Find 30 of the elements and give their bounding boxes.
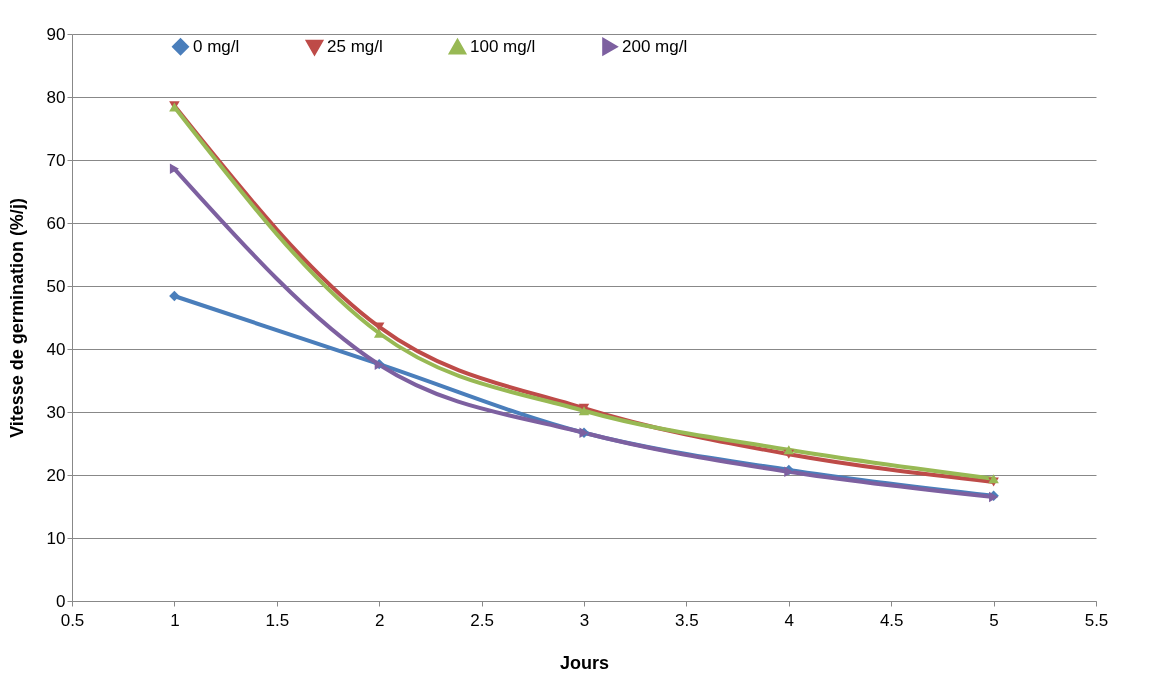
y-tick-label: 10 <box>46 528 66 548</box>
x-tick-label: 3 <box>579 610 590 630</box>
point <box>169 163 179 175</box>
x-tick-label: 1.5 <box>265 610 290 630</box>
x-tick-label: 1 <box>170 610 180 630</box>
y-tick-label: 20 <box>46 465 66 485</box>
x-tick-label: 3.5 <box>675 610 699 630</box>
x-tick-label: 2 <box>374 610 385 630</box>
legend-label: 200 mg/l <box>622 36 688 56</box>
x-tick-label: 4.5 <box>879 610 904 630</box>
x-tick-label: 4 <box>784 610 795 630</box>
legend-label: 25 mg/l <box>327 37 383 57</box>
x-tick-label: 0.5 <box>60 610 85 630</box>
point <box>783 445 795 455</box>
y-tick-label: 40 <box>46 339 66 359</box>
point <box>169 290 180 302</box>
y-tick-label: 0 <box>56 591 66 611</box>
y-axis-title: Vitesse de germination (%/j) <box>6 198 27 438</box>
legend-label: 0 mg/l <box>193 36 240 56</box>
y-tick-label: 90 <box>46 24 66 44</box>
y-tick-label: 60 <box>46 213 66 233</box>
y-tick-label: 50 <box>46 276 66 296</box>
x-tick-label: 5.5 <box>1084 610 1109 630</box>
y-tick-label: 30 <box>46 402 66 422</box>
x-tick-label: 5 <box>989 610 999 630</box>
y-tick-label: 70 <box>46 150 66 170</box>
y-tick-label: 80 <box>46 87 66 107</box>
x-tick-label: 2.5 <box>470 610 494 630</box>
x-axis-title: Jours <box>559 652 610 673</box>
legend-label: 100 mg/l <box>470 37 536 57</box>
